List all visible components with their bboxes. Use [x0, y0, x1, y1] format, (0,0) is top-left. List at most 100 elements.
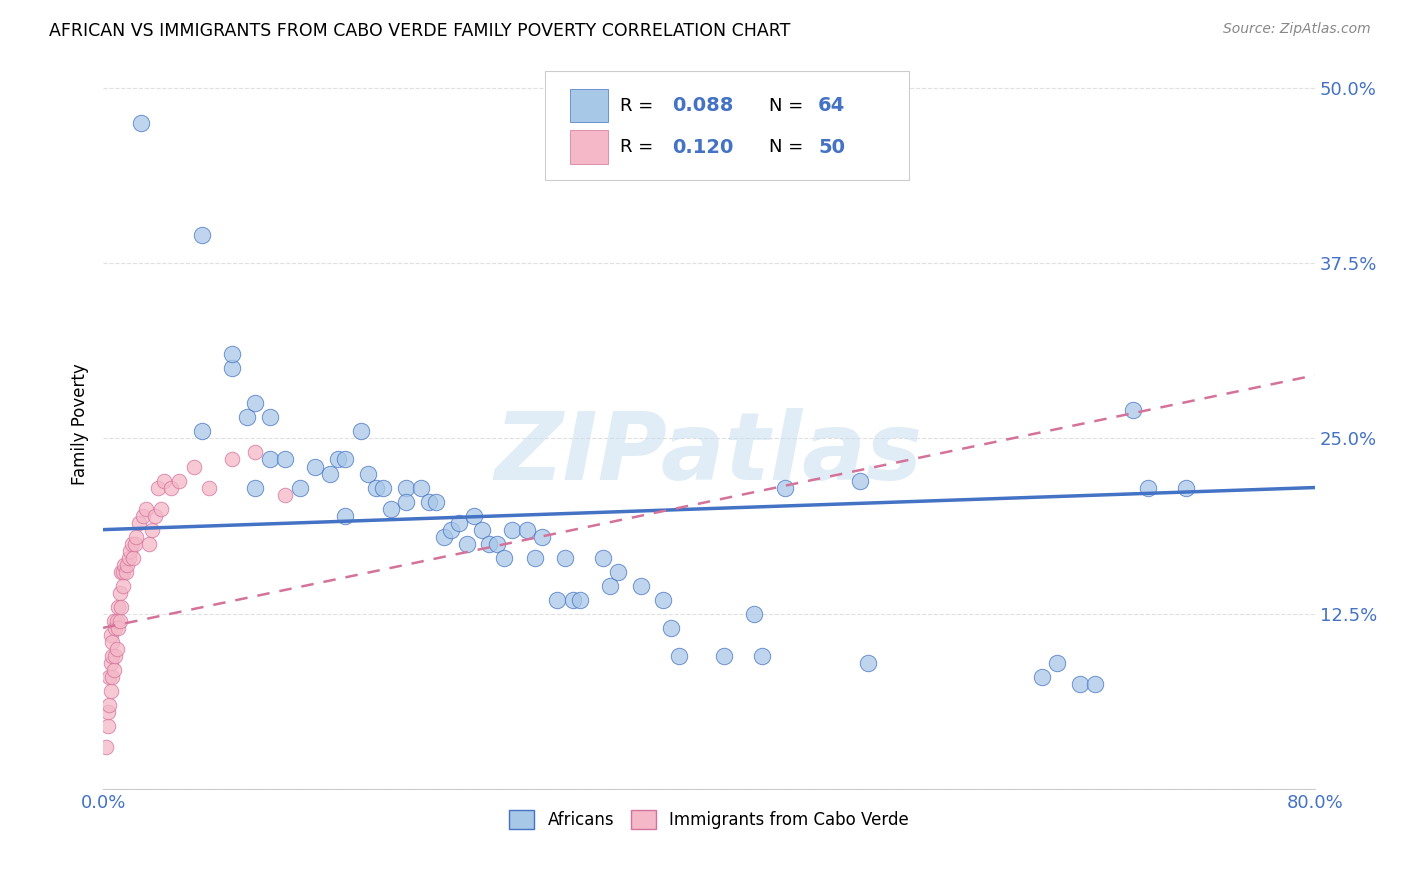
Text: 0.088: 0.088: [672, 96, 734, 115]
Point: [326, 452, 349, 467]
Point: [259, 452, 281, 467]
Point: [128, 516, 150, 530]
Point: [100, 656, 122, 670]
Point: [516, 523, 538, 537]
Point: [108, 614, 131, 628]
Text: R =: R =: [620, 96, 659, 114]
Point: [138, 537, 160, 551]
Point: [630, 579, 652, 593]
Point: [149, 501, 172, 516]
Point: [546, 592, 568, 607]
Point: [243, 396, 266, 410]
Point: [1046, 656, 1069, 670]
Point: [607, 565, 630, 579]
Point: [183, 459, 205, 474]
Point: [243, 445, 266, 459]
Point: [668, 648, 690, 663]
Point: [485, 537, 508, 551]
Point: [380, 501, 402, 516]
Point: [107, 599, 129, 614]
Point: [652, 592, 675, 607]
Point: [115, 565, 138, 579]
Point: [554, 550, 576, 565]
Point: [221, 347, 243, 361]
Point: [103, 663, 125, 677]
Point: [856, 656, 879, 670]
Point: [569, 592, 592, 607]
Point: [143, 508, 166, 523]
Point: [304, 459, 326, 474]
Point: [97, 719, 120, 733]
Point: [105, 641, 128, 656]
Point: [96, 740, 118, 755]
Point: [190, 425, 212, 439]
Point: [1069, 677, 1091, 691]
Point: [357, 467, 380, 481]
Text: N =: N =: [769, 96, 810, 114]
Point: [101, 670, 124, 684]
Point: [659, 621, 682, 635]
Point: [101, 635, 124, 649]
Point: [1122, 403, 1144, 417]
Text: 64: 64: [818, 96, 845, 115]
Legend: Africans, Immigrants from Cabo Verde: Africans, Immigrants from Cabo Verde: [502, 803, 915, 836]
Point: [364, 481, 387, 495]
Point: [395, 481, 418, 495]
Text: 0.120: 0.120: [672, 137, 734, 157]
Point: [160, 481, 183, 495]
Point: [319, 467, 342, 481]
Point: [100, 684, 122, 698]
Text: AFRICAN VS IMMIGRANTS FROM CABO VERDE FAMILY POVERTY CORRELATION CHART: AFRICAN VS IMMIGRANTS FROM CABO VERDE FA…: [49, 22, 790, 40]
Point: [1175, 481, 1198, 495]
Point: [478, 537, 501, 551]
Text: Source: ZipAtlas.com: Source: ZipAtlas.com: [1223, 22, 1371, 37]
Y-axis label: Family Poverty: Family Poverty: [72, 364, 89, 485]
Point: [111, 565, 134, 579]
Point: [1137, 481, 1160, 495]
Point: [561, 592, 583, 607]
Point: [167, 474, 190, 488]
Text: ZIPatlas: ZIPatlas: [495, 408, 922, 500]
Point: [395, 494, 418, 508]
Point: [1031, 670, 1053, 684]
Point: [125, 530, 148, 544]
Point: [121, 537, 143, 551]
Point: [592, 550, 614, 565]
Point: [118, 550, 141, 565]
Point: [447, 516, 470, 530]
Point: [104, 621, 127, 635]
Point: [531, 530, 554, 544]
Point: [373, 481, 395, 495]
Point: [494, 550, 516, 565]
Point: [100, 628, 122, 642]
Point: [849, 474, 872, 488]
Point: [456, 537, 478, 551]
Point: [471, 523, 494, 537]
Point: [98, 670, 121, 684]
Point: [335, 452, 357, 467]
Point: [713, 648, 735, 663]
Point: [131, 508, 153, 523]
Point: [751, 648, 773, 663]
Point: [124, 537, 146, 551]
Point: [463, 508, 485, 523]
FancyBboxPatch shape: [569, 89, 609, 122]
Point: [110, 565, 132, 579]
Point: [112, 558, 135, 572]
Point: [104, 648, 127, 663]
Point: [120, 543, 142, 558]
Point: [1084, 677, 1107, 691]
Point: [110, 599, 132, 614]
Point: [773, 481, 796, 495]
Point: [243, 481, 266, 495]
Point: [236, 410, 259, 425]
Point: [103, 614, 125, 628]
Point: [349, 425, 371, 439]
Point: [501, 523, 523, 537]
Point: [288, 481, 311, 495]
Point: [418, 494, 440, 508]
FancyBboxPatch shape: [569, 130, 609, 164]
Point: [523, 550, 546, 565]
Point: [108, 586, 131, 600]
Point: [274, 452, 297, 467]
